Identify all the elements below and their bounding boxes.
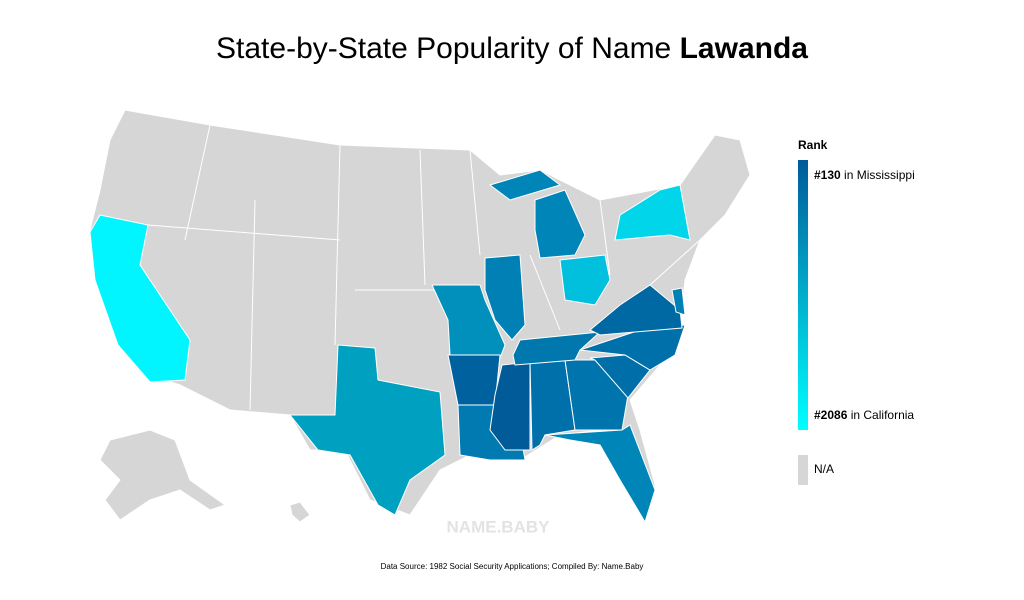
state-borders [147, 124, 701, 411]
state [534, 189, 586, 259]
legend: Rank #130 in Mississippi #2086 in Califo… [798, 138, 915, 485]
place: in California [851, 408, 915, 422]
legend-top: #130 in Mississippi [814, 168, 915, 182]
state [484, 254, 526, 341]
state [89, 214, 191, 383]
rank: #2086 [814, 408, 848, 422]
state [671, 287, 686, 316]
legend-bottom: #2086 in California [814, 408, 914, 422]
na-label: N/A [814, 462, 834, 476]
hawaii [289, 501, 311, 523]
watermark: NAME.BABY [447, 517, 551, 536]
state [488, 169, 562, 201]
state [512, 331, 602, 366]
source: Data Source: 1982 Social Security Applic… [381, 562, 644, 571]
title-name: Lawanda [680, 32, 809, 65]
map [89, 109, 751, 524]
state [431, 284, 506, 359]
legend-title: Rank [798, 138, 828, 152]
rank: #130 [814, 168, 841, 182]
alaska [99, 429, 227, 521]
title: State-by-State Popularity of Name Lawand… [216, 32, 808, 65]
title-text: State-by-State Popularity of Name [216, 32, 671, 65]
state [564, 359, 629, 431]
state [559, 254, 611, 306]
state [544, 424, 656, 524]
state [614, 184, 691, 241]
state [589, 354, 651, 399]
color-scale [798, 160, 808, 430]
place: in Mississippi [844, 168, 915, 182]
state [288, 344, 446, 516]
na-swatch [798, 455, 808, 485]
